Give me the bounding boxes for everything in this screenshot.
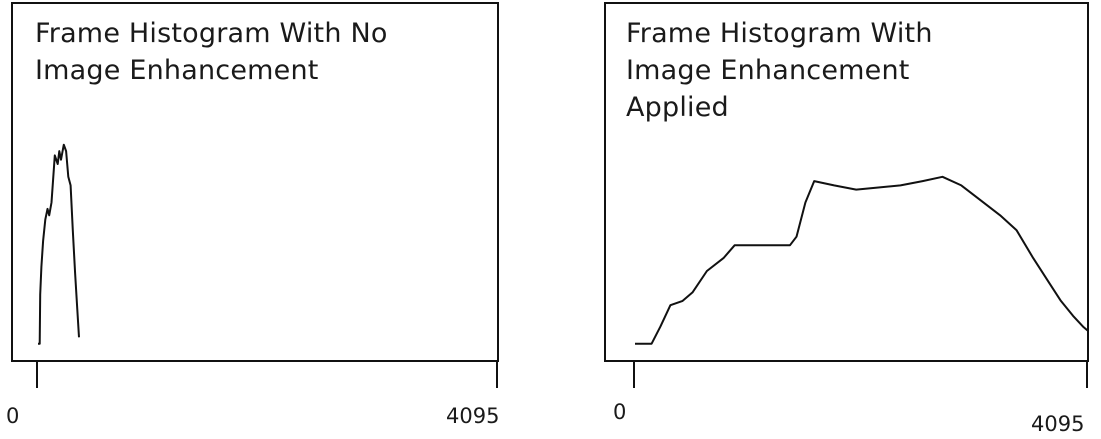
x-axis-tick-label-end: 4095 <box>1031 412 1085 436</box>
histogram-curve-area <box>635 175 1089 345</box>
x-axis-tick-label-start: 0 <box>613 400 627 424</box>
x-axis-tick-label-end: 4095 <box>446 404 500 428</box>
chart-title-line: Frame Histogram With No <box>35 18 388 49</box>
histogram-panel-with-enhancement: Frame Histogram With Image Enhancement A… <box>604 2 1089 362</box>
chart-title-line: Applied <box>626 92 729 123</box>
x-axis-tick-label-start: 0 <box>6 404 20 428</box>
chart-title-line: Image Enhancement <box>35 55 319 86</box>
chart-title: Frame Histogram With No Image Enhancemen… <box>35 15 388 89</box>
x-axis-tick-end <box>1086 360 1088 388</box>
x-axis-tick-start <box>36 360 38 388</box>
histogram-series-line <box>38 143 80 345</box>
chart-title-line: Image Enhancement <box>626 55 910 86</box>
histogram-curve-area <box>38 143 80 345</box>
chart-title-line: Frame Histogram With <box>626 18 933 49</box>
x-axis-tick-start <box>633 360 635 388</box>
x-axis-tick-end <box>496 360 498 388</box>
histogram-panel-no-enhancement: Frame Histogram With No Image Enhancemen… <box>11 2 499 362</box>
histogram-series-line <box>635 175 1089 345</box>
chart-title: Frame Histogram With Image Enhancement A… <box>626 15 933 126</box>
